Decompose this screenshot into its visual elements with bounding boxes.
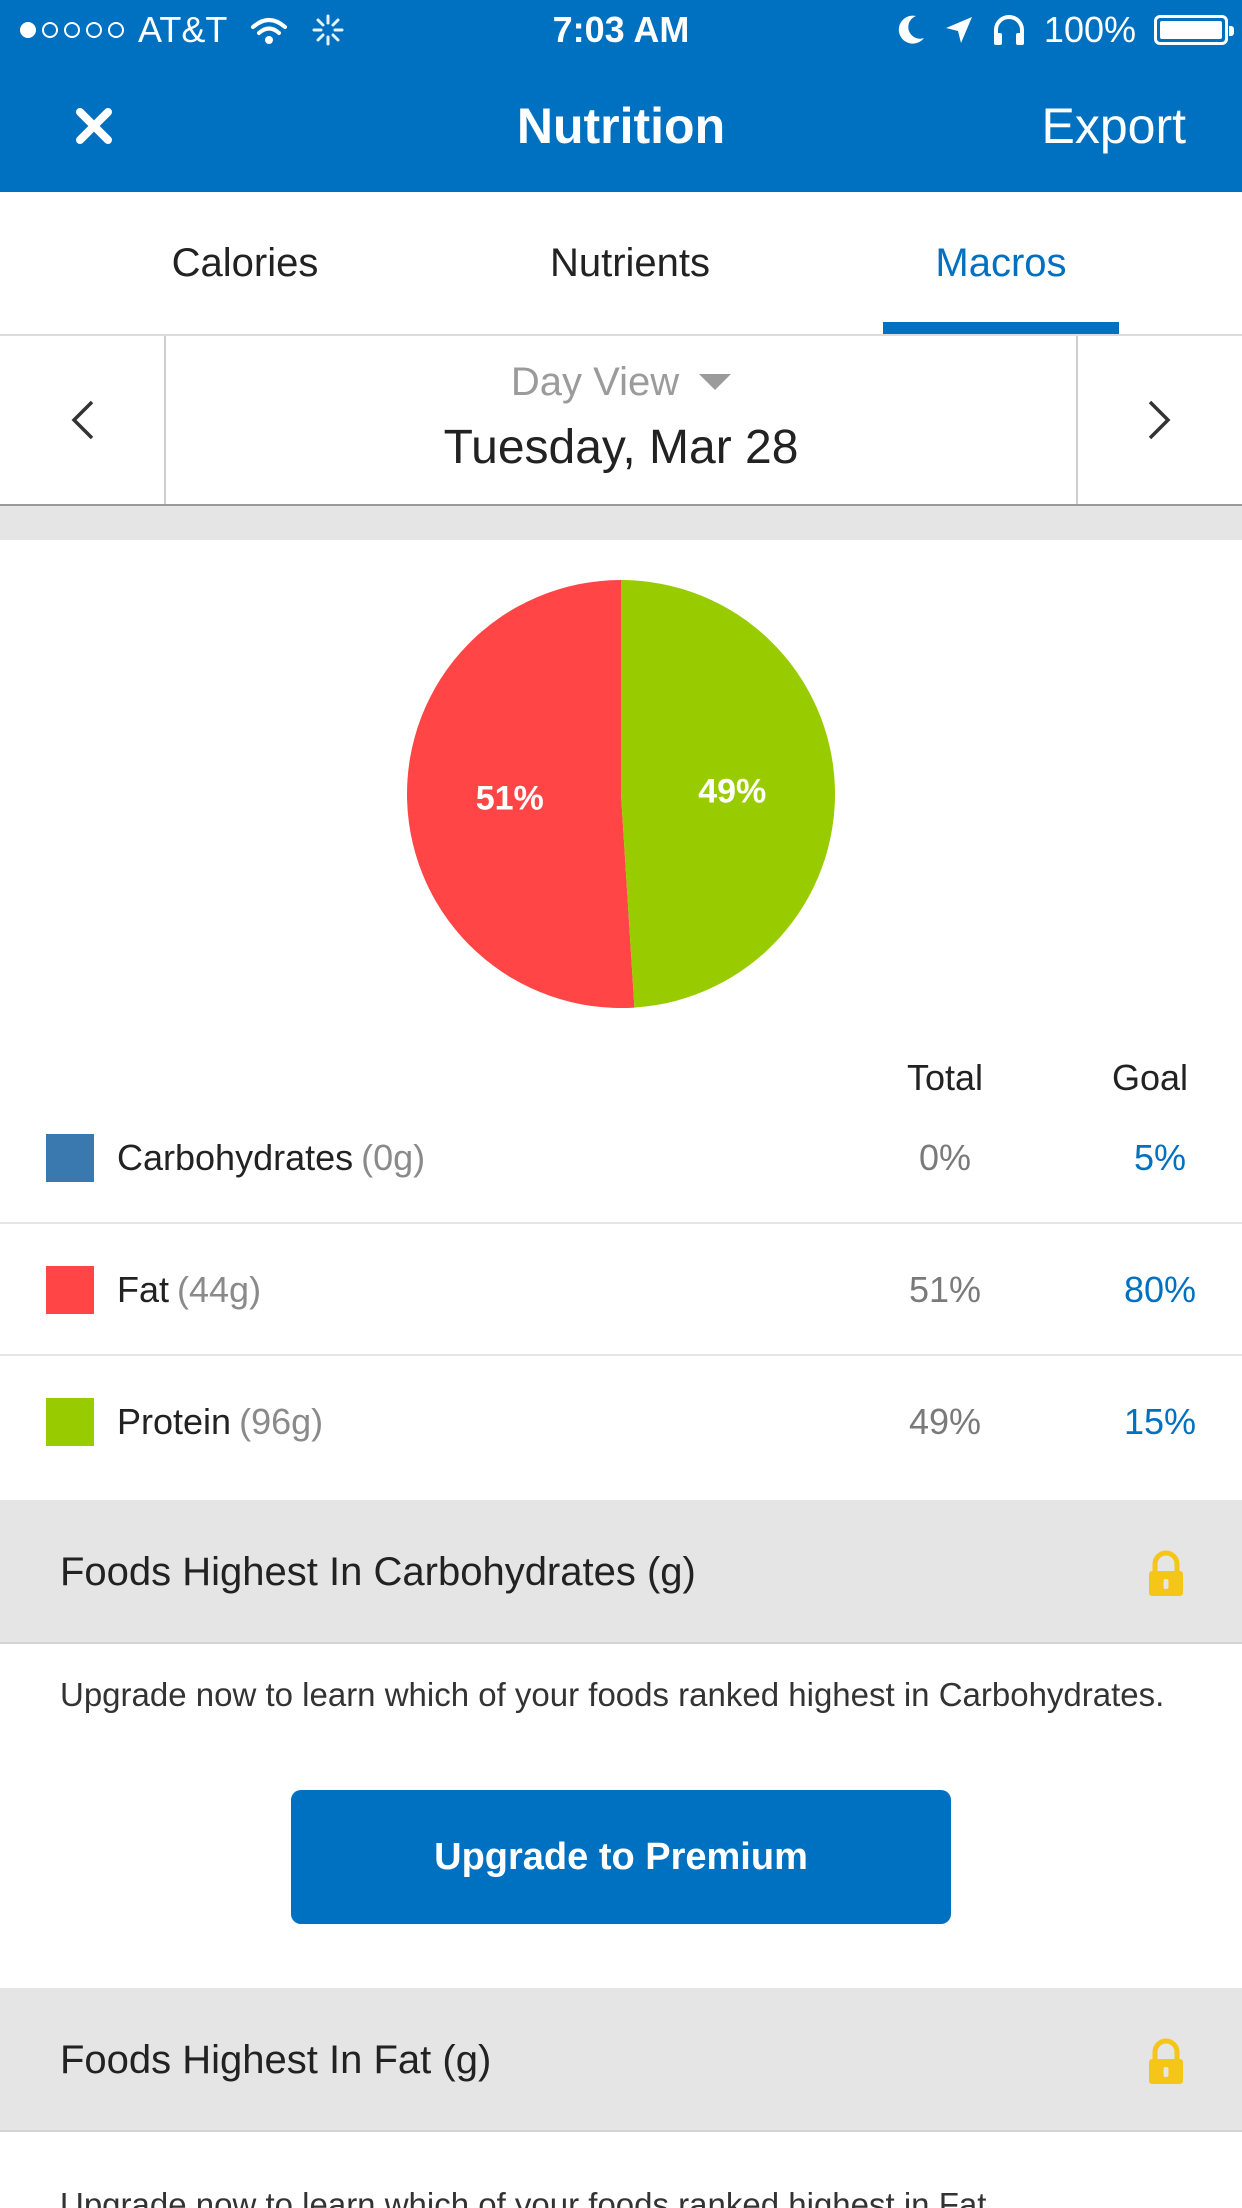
macro-row-fat[interactable]: Fat (44g) 51% 80% [0, 1224, 1242, 1356]
status-left: AT&T [20, 0, 345, 60]
pie-slice-fat [406, 580, 635, 1008]
wifi-icon [251, 18, 288, 44]
pie-label-protein: 49% [698, 773, 766, 811]
section-body-carbohydrates: Upgrade now to learn which of your foods… [0, 1644, 1242, 1988]
macro-total-value: 49% [908, 1401, 982, 1442]
macro-goal-value[interactable]: 15% [1123, 1401, 1197, 1442]
macro-goal-value[interactable]: 5% [1133, 1137, 1187, 1178]
macro-grams: (44g) [177, 1269, 262, 1310]
macro-total-value: 0% [918, 1137, 972, 1178]
upgrade-to-premium-button[interactable]: Upgrade to Premium [291, 1790, 951, 1924]
current-date: Tuesday, Mar 28 [443, 421, 799, 474]
next-day-button[interactable] [1076, 336, 1242, 504]
pie-label-fat: 51% [476, 779, 544, 817]
section-body-fat: Upgrade now to learn which of your foods… [0, 2132, 1242, 2208]
macro-grams: (96g) [239, 1401, 324, 1442]
macro-name: Carbohydrates [117, 1137, 354, 1178]
macro-goal-value[interactable]: 80% [1123, 1269, 1197, 1310]
macro-label: Protein (96g) [117, 1356, 323, 1488]
tab-nutrients[interactable]: Nutrients [549, 240, 711, 285]
export-button[interactable]: Export [1041, 98, 1186, 154]
chevron-left-icon [71, 400, 94, 440]
date-selector: Day View Tuesday, Mar 28 [0, 336, 1242, 506]
pie-chart-svg: 51% 49% [406, 580, 835, 1008]
close-button[interactable] [56, 88, 132, 164]
tab-calories[interactable]: Calories [171, 240, 319, 285]
divider-strip [0, 506, 1242, 540]
upgrade-prompt-text: Upgrade now to learn which of your foods… [60, 2186, 996, 2208]
section-header-carbohydrates: Foods Highest In Carbohydrates (g) [0, 1500, 1242, 1644]
status-bar: AT&T 7:03 AM 100% [0, 0, 1242, 60]
active-tab-indicator [883, 322, 1119, 334]
close-x-icon [76, 108, 112, 144]
pie-slice-protein [621, 580, 835, 1008]
view-mode-label: Day View [510, 359, 680, 404]
section-title: Foods Highest In Fat (g) [60, 2037, 492, 2082]
view-mode-dropdown[interactable]: Day View [168, 354, 1074, 410]
total-column-header: Total [906, 1057, 984, 1098]
macro-name: Fat [117, 1269, 170, 1310]
battery-icon [1154, 15, 1234, 45]
location-arrow-icon [945, 17, 972, 43]
activity-spinner-icon [312, 14, 344, 46]
signal-strength-icon [20, 22, 124, 38]
macro-grams: (0g) [361, 1137, 426, 1178]
carbohydrates-color-swatch [46, 1134, 94, 1182]
macro-label: Carbohydrates (0g) [117, 1092, 425, 1224]
macro-name: Protein [117, 1401, 232, 1442]
macros-pie-chart: 51% 49% [0, 540, 1242, 1040]
section-header-fat: Foods Highest In Fat (g) [0, 1988, 1242, 2132]
upgrade-prompt-text: Upgrade now to learn which of your foods… [60, 1676, 1165, 1713]
lock-icon [1149, 2038, 1183, 2084]
tab-bar: Calories Nutrients Macros [0, 192, 1242, 336]
carrier-name: AT&T [138, 9, 228, 50]
previous-day-button[interactable] [0, 336, 166, 504]
macro-row-protein[interactable]: Protein (96g) 49% 15% [0, 1356, 1242, 1488]
macro-row-carbohydrates[interactable]: Carbohydrates (0g) 0% 5% [0, 1092, 1242, 1224]
lock-icon [1149, 1550, 1183, 1596]
chevron-right-icon [1148, 400, 1171, 440]
section-title: Foods Highest In Carbohydrates (g) [60, 1549, 696, 1594]
nav-bar: Nutrition Export [0, 60, 1242, 192]
macro-label: Fat (44g) [117, 1224, 261, 1356]
goal-column-header: Goal [1111, 1057, 1189, 1098]
status-right: 100% [896, 0, 1234, 60]
caret-down-icon [699, 374, 732, 390]
fat-color-swatch [46, 1266, 94, 1314]
moon-icon [898, 15, 924, 44]
tab-macros[interactable]: Macros [935, 240, 1067, 285]
protein-color-swatch [46, 1398, 94, 1446]
date-picker[interactable]: Day View Tuesday, Mar 28 [168, 336, 1074, 504]
headphones-icon [993, 15, 1024, 45]
battery-percent: 100% [1043, 9, 1136, 50]
macro-total-value: 51% [908, 1269, 982, 1310]
